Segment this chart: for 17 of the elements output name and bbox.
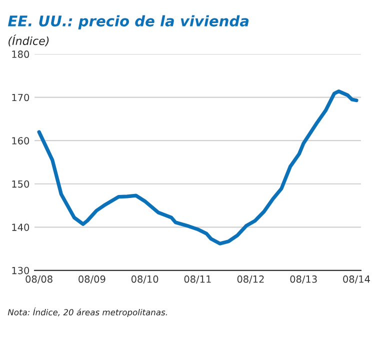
y-tick-label: 140 [12, 224, 30, 231]
x-tick-label: 08/13 [290, 275, 317, 284]
text: Nota: Índice, 20 áreas metropolitanas. [8, 308, 167, 318]
chart-title: EE. UU.: precio de la vivienda [8, 15, 249, 30]
x-tick-label: 08/11 [184, 275, 211, 284]
y-tick-label: 160 [12, 137, 30, 144]
x-tick-label: 08/14 [343, 275, 370, 284]
line-series [37, 89, 358, 246]
y-tick-label: 170 [12, 94, 30, 102]
x-tick-label: 08/10 [131, 275, 158, 284]
chart-subtitle: (Índice) [8, 34, 49, 46]
y-tick-label: 180 [12, 50, 30, 58]
y-tick-label: 130 [12, 266, 30, 274]
x-tick-label: 08/09 [78, 275, 106, 284]
y-tick-label: 150 [12, 180, 30, 188]
x-tick-label: 08/08 [26, 275, 52, 284]
x-tick-label: 08/12 [237, 275, 264, 284]
